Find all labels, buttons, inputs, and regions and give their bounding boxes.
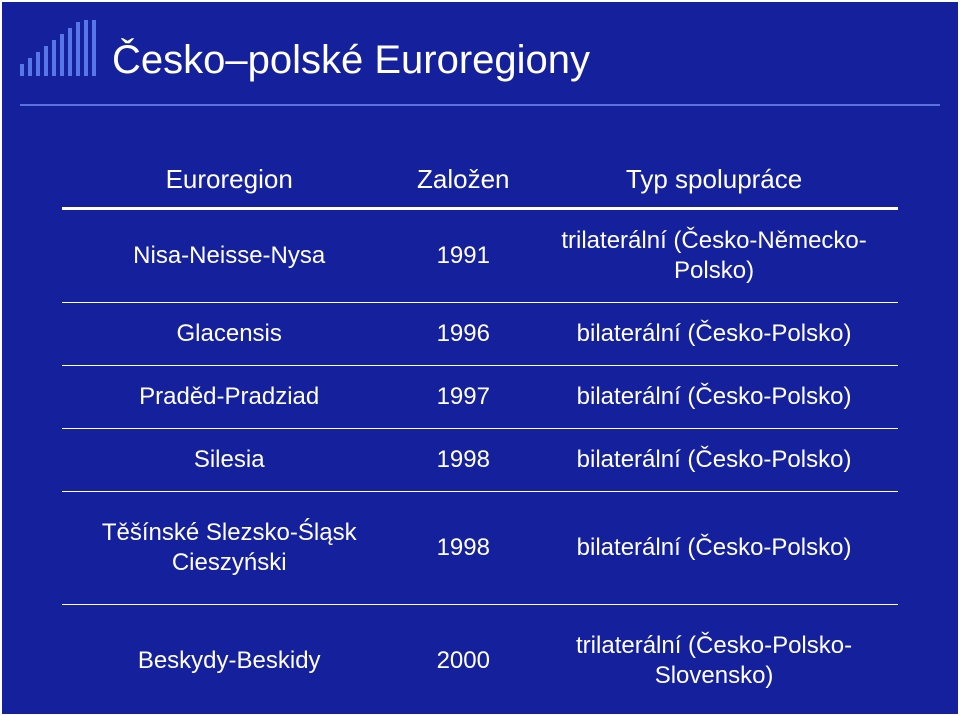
bar	[84, 20, 88, 76]
cell-name: Praděd-Pradziad	[62, 366, 396, 429]
col-header-founded: Založen	[396, 152, 530, 209]
cell-type: bilaterální (Česko-Polsko)	[530, 303, 898, 366]
table-row: Glacensis 1996 bilaterální (Česko-Polsko…	[62, 303, 898, 366]
decorative-bars	[20, 20, 96, 76]
cell-name: Nisa-Neisse-Nysa	[62, 209, 396, 303]
cell-name: Glacensis	[62, 303, 396, 366]
cell-year: 1998	[396, 429, 530, 492]
title-rule	[20, 104, 940, 106]
slide: Česko–polské Euroregiony Euroregion Zalo…	[0, 0, 960, 716]
bar	[28, 58, 32, 76]
cell-type: trilaterální (Česko-Německo-Polsko)	[530, 209, 898, 303]
euroregions-table: Euroregion Založen Typ spolupráce Nisa-N…	[62, 152, 898, 716]
bar	[68, 28, 72, 76]
cell-year: 1991	[396, 209, 530, 303]
table-row: Praděd-Pradziad 1997 bilaterální (Česko-…	[62, 366, 898, 429]
cell-name: Beskydy-Beskidy	[62, 605, 396, 716]
cell-name: Silesia	[62, 429, 396, 492]
cell-year: 1997	[396, 366, 530, 429]
table-row: Těšínské Slezsko-Śląsk Cieszyński 1998 b…	[62, 492, 898, 605]
euroregions-table-wrap: Euroregion Založen Typ spolupráce Nisa-N…	[62, 152, 898, 674]
bar	[92, 20, 96, 76]
bar	[44, 46, 48, 76]
bar	[36, 52, 40, 76]
cell-name: Těšínské Slezsko-Śląsk Cieszyński	[62, 492, 396, 605]
bar	[20, 64, 24, 76]
table-row: Nisa-Neisse-Nysa 1991 trilaterální (Česk…	[62, 209, 898, 303]
page-title: Česko–polské Euroregiony	[112, 38, 590, 83]
cell-type: trilaterální (Česko-Polsko-Slovensko)	[530, 605, 898, 716]
table-row: Beskydy-Beskidy 2000 trilaterální (Česko…	[62, 605, 898, 716]
bar	[76, 22, 80, 76]
cell-year: 1998	[396, 492, 530, 605]
cell-type: bilaterální (Česko-Polsko)	[530, 366, 898, 429]
cell-type: bilaterální (Česko-Polsko)	[530, 429, 898, 492]
table-row: Silesia 1998 bilaterální (Česko-Polsko)	[62, 429, 898, 492]
cell-year: 1996	[396, 303, 530, 366]
cell-year: 2000	[396, 605, 530, 716]
table-header-row: Euroregion Založen Typ spolupráce	[62, 152, 898, 209]
bar	[60, 34, 64, 76]
bar	[52, 40, 56, 76]
cell-type: bilaterální (Česko-Polsko)	[530, 492, 898, 605]
col-header-euroregion: Euroregion	[62, 152, 396, 209]
col-header-type: Typ spolupráce	[530, 152, 898, 209]
